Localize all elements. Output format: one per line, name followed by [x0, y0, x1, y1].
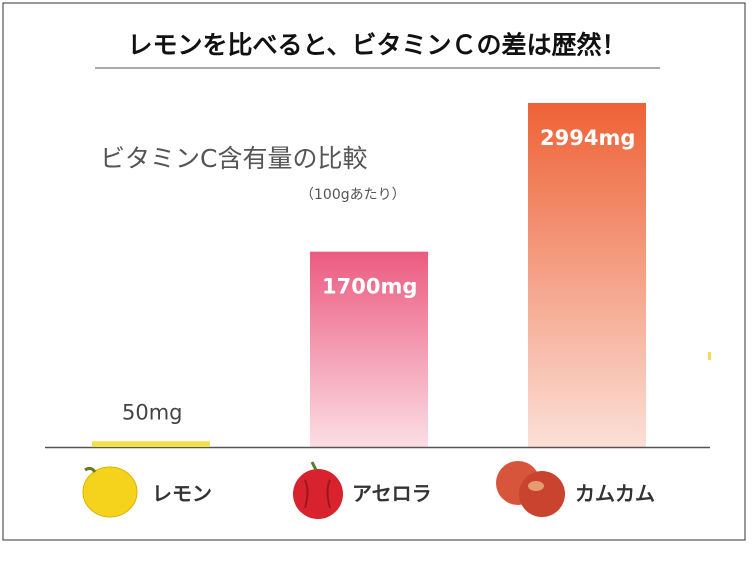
value-label: 2994mg	[540, 126, 635, 150]
x-tick-label: レモン	[152, 482, 212, 506]
bar	[92, 441, 210, 447]
chart-title: レモンを比べると、ビタミンＣの差は歴然！	[127, 31, 626, 60]
bar	[528, 103, 646, 447]
value-label: 50mg	[122, 400, 183, 424]
x-tick-label: アセロラ	[352, 482, 432, 506]
decor	[708, 352, 711, 360]
subtitle: ビタミンC含有量の比較	[100, 144, 367, 173]
camucamu-icon	[496, 461, 565, 517]
bar	[310, 251, 428, 447]
x-tick-label: カムカム	[575, 482, 655, 506]
value-label: 1700mg	[322, 275, 417, 299]
note: （100gあたり）	[300, 187, 406, 203]
lemon-icon	[82, 466, 138, 518]
acerola-icon	[293, 461, 343, 519]
